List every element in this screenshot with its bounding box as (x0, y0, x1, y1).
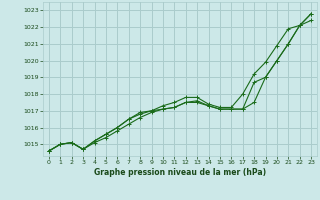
X-axis label: Graphe pression niveau de la mer (hPa): Graphe pression niveau de la mer (hPa) (94, 168, 266, 177)
